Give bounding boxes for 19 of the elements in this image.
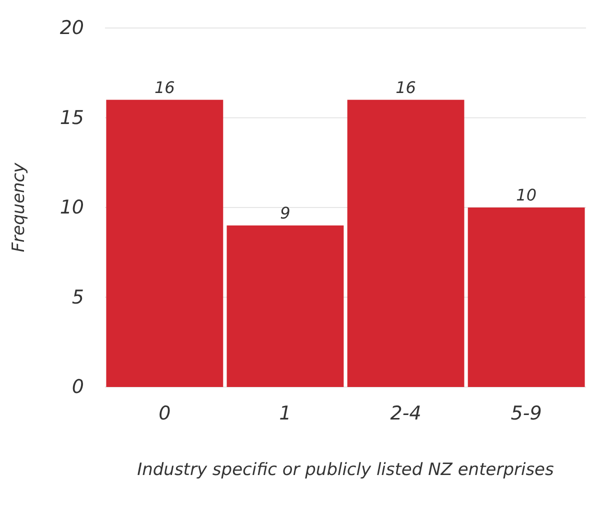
bar bbox=[106, 100, 224, 387]
bar bbox=[226, 225, 344, 387]
y-axis-title: Frequency bbox=[9, 162, 29, 252]
y-tick-label: 10 bbox=[60, 196, 84, 219]
bar bbox=[468, 208, 585, 387]
x-tick-label: 2-4 bbox=[390, 402, 422, 424]
x-tick-label: 5-9 bbox=[510, 402, 542, 424]
data-label: 9 bbox=[280, 203, 290, 222]
data-label: 16 bbox=[396, 78, 416, 97]
y-tick-label: 20 bbox=[60, 17, 84, 40]
x-axis-title: Industry specific or publicly listed NZ enterprises bbox=[137, 460, 554, 480]
data-label: 16 bbox=[154, 78, 175, 97]
y-tick-label: 15 bbox=[60, 106, 84, 129]
x-tick-label: 1 bbox=[279, 402, 292, 424]
y-tick-label: 5 bbox=[72, 286, 84, 308]
bar bbox=[347, 100, 464, 387]
x-tick-label: 0 bbox=[158, 402, 171, 424]
data-label: 10 bbox=[516, 186, 537, 204]
y-tick-label: 0 bbox=[72, 376, 84, 398]
